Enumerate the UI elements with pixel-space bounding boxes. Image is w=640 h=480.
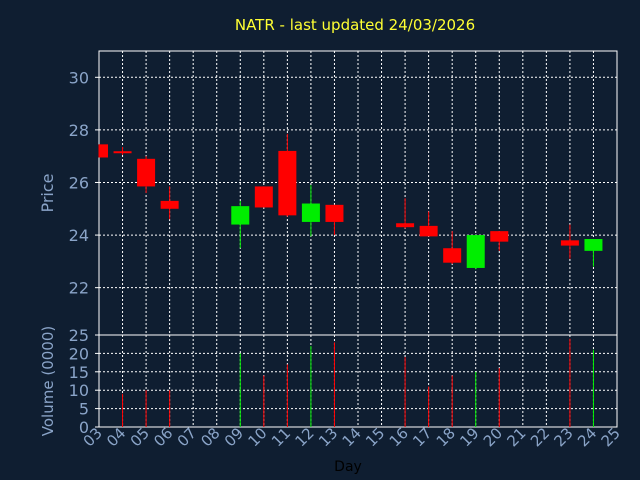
x-tick-label: 13 bbox=[315, 424, 341, 450]
price-axis-label: Price bbox=[38, 173, 57, 212]
price-tick-label: 30 bbox=[69, 68, 89, 87]
x-tick-label: 20 bbox=[480, 424, 506, 450]
chart-title: NATR - last updated 24/03/2026 bbox=[235, 16, 475, 34]
price-y-ticks: 30 28 26 24 22 bbox=[69, 68, 99, 298]
x-tick-label: 06 bbox=[150, 424, 176, 450]
x-tick-label: 09 bbox=[221, 424, 247, 450]
x-tick-label: 25 bbox=[598, 424, 624, 450]
x-tick-label: 17 bbox=[409, 424, 435, 450]
grid bbox=[99, 51, 617, 427]
candle-body bbox=[113, 151, 132, 154]
x-tick-label: 21 bbox=[503, 424, 529, 450]
x-tick-label: 18 bbox=[433, 424, 459, 450]
price-tick-label: 26 bbox=[69, 173, 89, 192]
candles bbox=[98, 133, 603, 270]
volume-tick-label: 15 bbox=[69, 363, 89, 382]
x-tick-label: 23 bbox=[551, 424, 577, 450]
volume-bars bbox=[122, 338, 594, 427]
price-tick-label: 24 bbox=[69, 226, 89, 245]
candle-body bbox=[301, 203, 320, 222]
candle-body bbox=[231, 206, 250, 225]
x-tick-label: 22 bbox=[527, 424, 553, 450]
candle-body bbox=[466, 235, 485, 268]
volume-tick-label: 20 bbox=[69, 344, 89, 363]
candle-body bbox=[396, 223, 415, 228]
candle-body bbox=[584, 239, 603, 251]
candle-body bbox=[137, 158, 156, 187]
x-tick-label: 19 bbox=[456, 424, 482, 450]
x-tick-label: 08 bbox=[197, 424, 223, 450]
x-tick-label: 24 bbox=[574, 424, 600, 450]
x-tick-label: 04 bbox=[103, 424, 129, 450]
x-tick-label: 10 bbox=[244, 424, 270, 450]
x-axis-ticks: 0304050607080910111213141516171819202122… bbox=[80, 424, 624, 450]
x-tick-label: 12 bbox=[292, 424, 318, 450]
candle-body bbox=[254, 186, 273, 208]
candle-body bbox=[419, 225, 438, 237]
candle-body bbox=[490, 231, 509, 242]
x-tick-label: 16 bbox=[386, 424, 412, 450]
x-tick-label: 14 bbox=[339, 424, 365, 450]
candle-body bbox=[278, 150, 297, 216]
candle-body bbox=[325, 204, 344, 222]
x-tick-label: 15 bbox=[362, 424, 388, 450]
volume-tick-label: 10 bbox=[69, 381, 89, 400]
candle-body bbox=[99, 144, 108, 158]
candle-body bbox=[560, 240, 579, 246]
price-tick-label: 28 bbox=[69, 121, 89, 140]
x-axis-label: Day bbox=[334, 459, 362, 475]
x-tick-label: 07 bbox=[174, 424, 200, 450]
x-tick-label: 05 bbox=[127, 424, 153, 450]
x-tick-label: 11 bbox=[268, 424, 294, 450]
volume-tick-label: 5 bbox=[79, 400, 89, 419]
volume-axis-label: Volume (0000) bbox=[39, 326, 57, 436]
volume-tick-label: 0 bbox=[79, 418, 89, 437]
price-tick-label: 22 bbox=[69, 279, 89, 298]
candle-body bbox=[160, 200, 179, 209]
candle-body bbox=[443, 248, 462, 263]
volume-panel-frame bbox=[98, 334, 618, 428]
volume-tick-label: 25 bbox=[69, 326, 89, 345]
